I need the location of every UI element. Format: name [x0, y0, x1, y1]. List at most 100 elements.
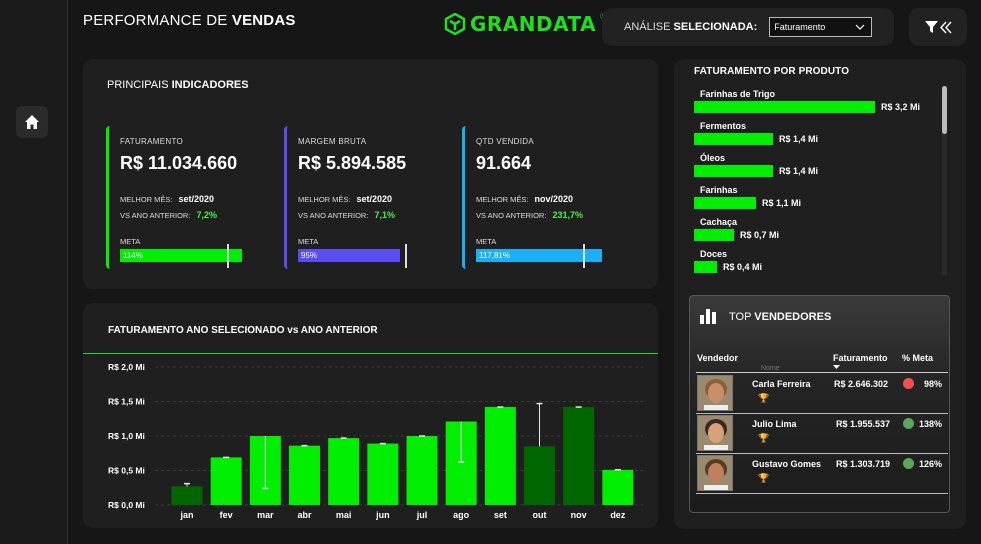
vendor-avatar [697, 375, 733, 411]
bar-fev[interactable] [210, 457, 242, 505]
page-title: PERFORMANCE DE VENDAS [83, 12, 296, 29]
bar-mai[interactable] [328, 438, 360, 505]
kpi-meta-target-marker [405, 244, 407, 268]
analysis-label: ANÁLISE SELECIONADA: [624, 21, 758, 33]
product-label: Fermentos [700, 121, 747, 131]
product-bar[interactable] [694, 165, 773, 177]
analysis-selector-panel: ANÁLISE SELECIONADA: Faturamento [602, 8, 894, 46]
chart-title: FATURAMENTO ANO SELECIONADO vs ANO ANTER… [108, 325, 378, 336]
vendor-avatar [697, 415, 733, 451]
col-meta-header[interactable]: % Meta [902, 353, 934, 363]
logo-text: GRANDATA [470, 12, 597, 36]
col-name-header: Nome [761, 365, 780, 372]
vendor-name: Julio Lima [752, 419, 797, 429]
kpi-meta-label: META [120, 237, 141, 246]
product-value: R$ 1,1 Mi [762, 198, 802, 208]
col-faturamento-header[interactable]: Faturamento [833, 353, 888, 363]
product-bar[interactable] [694, 197, 756, 209]
product-value: R$ 1,4 Mi [779, 166, 819, 176]
kpi-label: QTD VENDIDA [476, 137, 534, 146]
vendor-name: Gustavo Gomes [752, 459, 822, 469]
y-tick-label: R$ 1,5 Mi [108, 397, 145, 407]
kpi-best-month: MELHOR MÊS: set/2020 [298, 194, 393, 204]
kpi-best-month: MELHOR MÊS: nov/2020 [476, 194, 574, 204]
vendor-meta-pct: 138% [919, 419, 943, 429]
row-separator [696, 453, 948, 454]
y-tick-label: R$ 0,0 Mi [108, 500, 145, 510]
cube-logo-icon [444, 13, 466, 35]
kpi-meta-target-marker [583, 244, 585, 268]
x-tick-label: jun [375, 510, 390, 520]
bar-set[interactable] [484, 407, 516, 505]
vendor-faturamento: R$ 2.646.302 [834, 379, 889, 389]
product-value: R$ 0,4 Mi [723, 262, 763, 272]
kpi-meta-bar: 117,81% [476, 249, 602, 262]
meta-status-dot [903, 458, 914, 469]
meta-status-dot [903, 378, 914, 389]
chevrons-left-icon [939, 21, 952, 33]
product-value: R$ 0,7 Mi [740, 230, 780, 240]
meta-status-dot [903, 418, 914, 429]
products-scrollbar-thumb[interactable] [942, 86, 947, 134]
x-tick-label: ago [453, 510, 470, 520]
product-label: Farinhas [700, 185, 738, 195]
kpi-meta-label: META [298, 237, 319, 246]
vendor-avatar [697, 455, 733, 491]
y-tick-label: R$ 0,5 Mi [108, 466, 145, 476]
product-label: Cachaça [700, 217, 738, 227]
bar-out[interactable] [524, 446, 555, 505]
home-button[interactable] [16, 106, 48, 138]
kpi-value: 91.664 [476, 153, 532, 173]
y-tick-label: R$ 1,0 Mi [108, 431, 145, 441]
chevron-down-icon [855, 24, 865, 30]
bar-jun[interactable] [367, 443, 399, 505]
kpi-meta-bar: 95% [298, 249, 400, 262]
chart-title-divider [83, 353, 658, 354]
x-tick-label: out [533, 510, 547, 520]
product-bar[interactable] [694, 101, 875, 113]
row-separator [696, 413, 948, 414]
kpi-label: MARGEM BRUTA [298, 137, 367, 146]
y-tick-label: R$ 2,0 Mi [108, 362, 145, 372]
product-label: Óleos [700, 153, 726, 163]
kpi-label: FATURAMENTO [120, 137, 184, 146]
product-value: R$ 1,4 Mi [779, 134, 819, 144]
bar-jul[interactable] [406, 436, 438, 505]
bar-chart-icon [700, 309, 716, 324]
kpi-meta-label: META [476, 237, 497, 246]
x-tick-label: jul [416, 510, 428, 520]
kpi-meta-target-marker [227, 244, 229, 268]
grandata-logo: GRANDATA ® [444, 12, 606, 36]
products-scrollbar-track[interactable] [942, 86, 947, 276]
filter-icon [924, 20, 938, 33]
analysis-dropdown[interactable]: Faturamento [769, 17, 873, 37]
product-bar[interactable] [694, 261, 717, 273]
avatar-photo-icon [698, 456, 732, 490]
home-icon [25, 115, 39, 129]
product-label: Doces [700, 249, 728, 259]
vendor-meta-pct: 126% [919, 459, 943, 469]
product-bar[interactable] [694, 229, 734, 241]
bar-abr[interactable] [289, 445, 320, 505]
bar-jan[interactable] [171, 486, 203, 505]
filter-panel-button[interactable] [909, 8, 967, 46]
indicators-title: PRINCIPAIS INDICADORES [107, 79, 249, 91]
vendor-faturamento: R$ 1.955.537 [836, 419, 891, 429]
bar-nov[interactable] [563, 407, 595, 505]
vendor-faturamento: R$ 1.303.719 [836, 459, 891, 469]
kpi-card-faturamento: FATURAMENTO R$ 11.034.660 MELHOR MÊS: set/2… [106, 126, 266, 269]
left-sidebar [0, 0, 68, 544]
kpi-vs-previous: VS ANO ANTERIOR: 7,1% [298, 210, 395, 220]
trophy-icon: 🏆 [758, 393, 770, 403]
x-tick-label: set [494, 510, 507, 520]
header-separator [696, 372, 948, 373]
trophy-icon: 🏆 [758, 433, 770, 443]
avatar-photo-icon [698, 416, 732, 450]
kpi-vs-previous: VS ANO ANTERIOR: 7,2% [120, 210, 217, 220]
bar-dez[interactable] [602, 469, 634, 505]
revenue-bar-chart: R$ 0,0 Mi R$ 0,5 Mi R$ 1,0 Mi R$ 1,5 Mi R$ 2… [108, 362, 643, 520]
product-bar[interactable] [694, 133, 773, 145]
col-vendor-header[interactable]: Vendedor [697, 353, 739, 363]
vendor-meta-pct: 98% [924, 379, 943, 389]
